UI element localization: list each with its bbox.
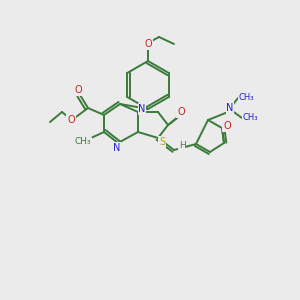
Text: O: O [177,107,185,117]
Text: S: S [159,137,165,147]
Text: O: O [74,85,82,95]
Text: N: N [113,143,121,153]
Text: O: O [144,39,152,49]
Text: O: O [223,121,231,131]
Text: O: O [67,115,75,125]
Text: N: N [138,104,146,114]
Text: CH₃: CH₃ [238,94,254,103]
Text: CH₃: CH₃ [75,137,91,146]
Text: N: N [226,103,234,113]
Text: CH₃: CH₃ [242,113,258,122]
Text: H: H [178,142,185,151]
